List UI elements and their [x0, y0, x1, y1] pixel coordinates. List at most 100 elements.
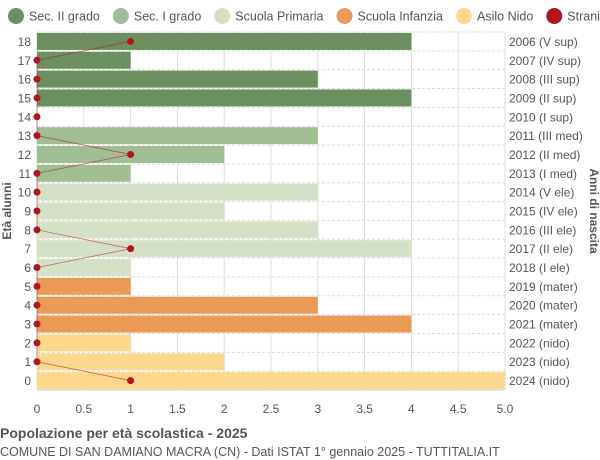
y-tick-label: 12: [18, 148, 32, 162]
stranieri-point: [33, 94, 41, 102]
y-right-tick-label: 2019 (mater): [509, 280, 578, 294]
x-tick-label: 4: [408, 402, 415, 416]
stranieri-point: [33, 169, 41, 177]
x-tick-label: 0.5: [75, 402, 92, 416]
legend-marker: [214, 8, 231, 24]
bar: [37, 183, 318, 201]
y-tick-label: 5: [24, 280, 31, 294]
y-right-tick-label: 2013 (I med): [509, 167, 577, 181]
legend-marker: [336, 8, 353, 24]
legend-label: Asilo Nido: [477, 10, 533, 24]
bar: [37, 315, 412, 333]
stranieri-point: [33, 132, 41, 140]
y-right-axis-label: Anni di nascita: [587, 168, 600, 254]
stranieri-point: [33, 301, 41, 309]
x-tick-label: 5.0: [497, 402, 514, 416]
y-right-tick-label: 2017 (II ele): [509, 242, 573, 256]
stranieri-point: [33, 56, 41, 64]
stranieri-point: [33, 188, 41, 196]
bar: [37, 127, 318, 145]
y-right-tick-label: 2021 (mater): [509, 318, 578, 332]
y-tick-label: 14: [18, 110, 32, 124]
y-tick-label: 8: [24, 223, 31, 237]
y-tick-label: 2: [24, 336, 31, 350]
x-tick-label: 2: [221, 402, 228, 416]
x-tick-label: 2.5: [263, 402, 280, 416]
legend-label: Sec. II grado: [29, 10, 100, 24]
stranieri-point: [127, 377, 135, 385]
stranieri-point: [33, 226, 41, 234]
y-tick-label: 7: [24, 242, 31, 256]
y-tick-label: 17: [18, 54, 32, 68]
legend-label: Scuola Primaria: [235, 10, 323, 24]
x-tick-label: 3: [314, 402, 321, 416]
y-tick-label: 6: [24, 261, 31, 275]
y-right-tick-label: 2024 (nido): [509, 374, 570, 388]
y-tick-label: 18: [18, 35, 32, 49]
stranieri-point: [33, 113, 41, 121]
bar: [37, 277, 131, 295]
x-tick-label: 1: [127, 402, 134, 416]
y-right-tick-label: 2014 (V ele): [509, 186, 574, 200]
y-tick-label: 16: [18, 73, 32, 87]
chart-subtitle: COMUNE DI SAN DAMIANO MACRA (CN) - Dati …: [0, 445, 500, 459]
stranieri-point: [33, 358, 41, 366]
y-right-tick-label: 2023 (nido): [509, 355, 570, 369]
legend-label: Sec. I grado: [134, 10, 201, 24]
x-tick-label: 3.5: [356, 402, 373, 416]
stranieri-point: [127, 37, 135, 45]
y-right-tick-label: 2020 (mater): [509, 299, 578, 313]
y-right-tick-label: 2022 (nido): [509, 336, 570, 350]
stranieri-point: [33, 320, 41, 328]
stranieri-point: [33, 282, 41, 290]
y-tick-label: 11: [19, 167, 32, 181]
x-tick-label: 0: [34, 402, 41, 416]
y-tick-label: 9: [24, 205, 31, 219]
y-right-tick-label: 2012 (II med): [509, 148, 580, 162]
y-tick-label: 4: [24, 299, 31, 313]
y-right-tick-label: 2010 (I sup): [509, 110, 573, 124]
bar: [37, 202, 225, 220]
bar: [37, 353, 225, 371]
y-tick-label: 1: [24, 355, 31, 369]
bar: [37, 372, 505, 390]
chart-svg: Sec. II grado Sec. I grado Scuola Primaria…: [0, 8, 600, 416]
legend-marker: [546, 8, 563, 24]
y-right-tick-label: 2006 (V sup): [509, 35, 578, 49]
bar: [37, 70, 318, 88]
y-tick-label: 13: [18, 129, 32, 143]
bar: [37, 89, 412, 107]
y-axis-label: Età alunni: [0, 182, 14, 239]
y-right-tick-label: 2015 (IV ele): [509, 205, 578, 219]
y-tick-label: 10: [18, 186, 32, 200]
y-right-tick-label: 2008 (III sup): [509, 73, 580, 87]
y-right-tick-label: 2007 (IV sup): [509, 54, 581, 68]
stranieri-point: [33, 339, 41, 347]
bar: [37, 164, 131, 182]
y-tick-label: 15: [18, 91, 32, 105]
bar: [37, 51, 131, 69]
x-tick-label: 4.5: [450, 402, 467, 416]
y-right-tick-label: 2011 (III med): [509, 129, 583, 143]
chart-title: Popolazione per età scolastica - 2025: [0, 425, 248, 441]
bar: [37, 296, 318, 314]
y-tick-label: 3: [24, 318, 31, 332]
legend-label: Stranieri: [567, 10, 600, 24]
bar: [37, 240, 412, 258]
y-right-tick-label: 2009 (II sup): [509, 91, 576, 105]
stranieri-point: [127, 245, 135, 253]
legend-marker: [112, 8, 129, 24]
legend-marker: [456, 8, 472, 24]
bar: [37, 32, 412, 50]
y-right-tick-label: 2018 (I ele): [509, 261, 570, 275]
stranieri-point: [33, 264, 41, 272]
bar: [37, 221, 318, 239]
stranieri-point: [33, 75, 41, 83]
stranieri-point: [127, 150, 135, 158]
bar: [37, 334, 131, 352]
bar: [37, 259, 131, 277]
stranieri-point: [33, 207, 41, 215]
legend-marker: [8, 8, 24, 24]
legend-label: Scuola Infanzia: [358, 10, 444, 24]
